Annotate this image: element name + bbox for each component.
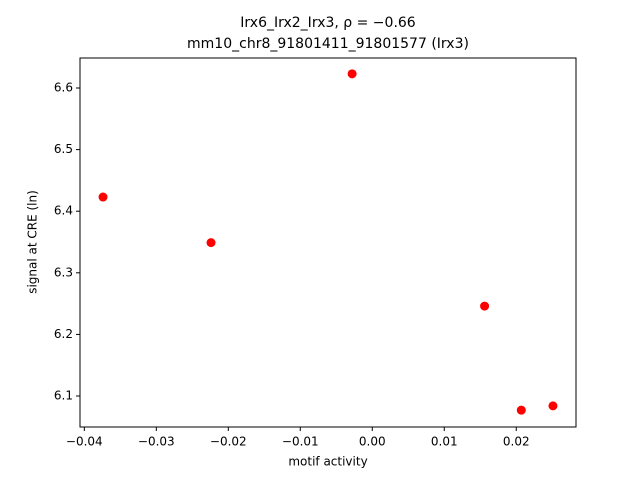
x-tick-label: 0.00 bbox=[359, 435, 386, 449]
point bbox=[548, 401, 558, 411]
x-axis-label: motif activity bbox=[288, 455, 367, 469]
point bbox=[206, 238, 216, 248]
chart-subtitle: mm10_chr8_91801411_91801577 (Irx3) bbox=[187, 36, 469, 52]
plot-frame bbox=[79, 57, 577, 428]
chart-title: Irx6_Irx2_Irx3, ρ = −0.66 bbox=[240, 15, 416, 31]
point bbox=[480, 301, 490, 311]
x-tick-label: −0.02 bbox=[210, 435, 247, 449]
y-tick-label: 6.2 bbox=[54, 327, 73, 341]
y-tick-label: 6.1 bbox=[54, 389, 73, 403]
x-tick-label: 0.01 bbox=[431, 435, 458, 449]
x-tick-label: −0.03 bbox=[138, 435, 175, 449]
x-tick-label: 0.02 bbox=[503, 435, 530, 449]
point bbox=[516, 405, 526, 415]
x-tick-label: −0.01 bbox=[282, 435, 319, 449]
point bbox=[98, 192, 108, 202]
y-tick-label: 6.5 bbox=[54, 142, 73, 156]
y-tick-label: 6.6 bbox=[54, 81, 73, 95]
y-tick-label: 6.3 bbox=[54, 265, 73, 279]
point bbox=[347, 69, 357, 79]
x-tick-label: −0.04 bbox=[66, 435, 103, 449]
y-axis-label: signal at CRE (ln) bbox=[26, 190, 40, 294]
y-tick-label: 6.4 bbox=[54, 204, 73, 218]
